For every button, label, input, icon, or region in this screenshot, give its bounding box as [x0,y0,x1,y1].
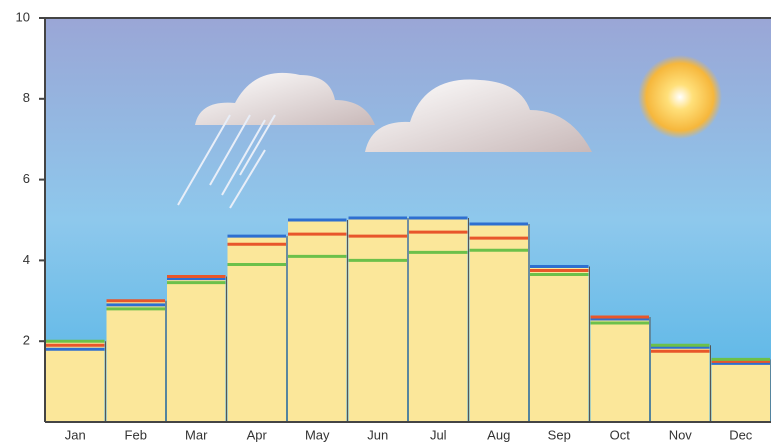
bar [590,323,649,422]
y-tick-label: 10 [16,9,30,24]
bar [288,256,347,422]
x-tick-label: Aug [487,427,510,442]
x-tick-label: Dec [729,427,753,442]
bar [530,274,589,422]
x-tick-label: Jun [367,427,388,442]
bar [227,264,286,422]
bar [711,359,770,422]
x-tick-label: Apr [247,427,268,442]
x-tick-label: Jul [430,427,447,442]
x-tick-label: Oct [610,427,631,442]
bar [469,250,528,422]
bar [167,282,226,422]
rain-cloud [195,72,375,125]
y-tick-label: 8 [23,90,30,105]
bar [651,345,710,422]
x-tick-label: Mar [185,427,208,442]
bar [46,341,105,422]
y-tick-label: 4 [23,252,30,267]
x-tick-label: Feb [125,427,147,442]
y-tick-label: 2 [23,333,30,348]
sun [638,55,722,139]
x-tick-label: May [305,427,330,442]
x-tick-label: Sep [548,427,571,442]
bar [348,260,407,422]
x-tick-label: Nov [669,427,693,442]
y-tick-label: 6 [23,171,30,186]
bar [106,308,165,422]
bar [409,252,468,422]
cloud [365,79,592,152]
rain [177,114,276,209]
x-tick-label: Jan [65,427,86,442]
